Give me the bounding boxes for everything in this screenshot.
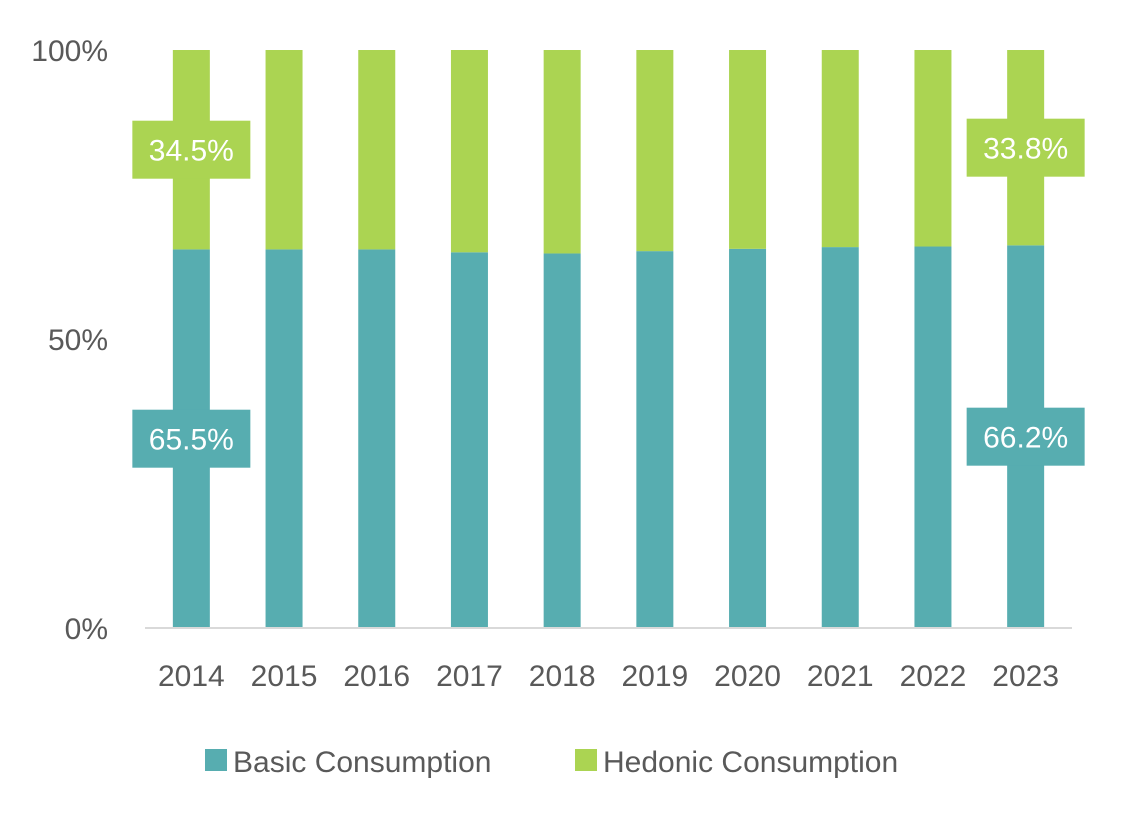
data-label: 33.8%: [983, 133, 1068, 166]
x-tick-label: 2019: [621, 660, 688, 693]
data-label: 34.5%: [149, 135, 234, 168]
x-tick-label: 2022: [900, 660, 967, 693]
data-label-box: [966, 407, 1085, 466]
bar-basic-2018: [543, 253, 581, 628]
data-label-box: [132, 120, 251, 179]
data-label: 65.5%: [149, 424, 234, 457]
y-tick-label: 50%: [48, 324, 108, 357]
bar-basic-2021: [821, 247, 859, 628]
bar-basic-2016: [358, 249, 396, 628]
bar-hedonic-2016: [358, 50, 396, 250]
bar-hedonic-2021: [821, 50, 859, 248]
legend: Basic Consumption Hedonic Consumption: [205, 746, 898, 779]
bar-basic-2020: [729, 248, 767, 628]
bar-hedonic-2018: [543, 50, 581, 254]
bar-hedonic-2020: [729, 50, 767, 249]
data-label-box: [966, 118, 1085, 177]
x-tick-label: 2017: [436, 660, 503, 693]
y-axis-ticks: 0% 50% 100%: [31, 35, 108, 646]
x-axis-ticks: 2014 2015 2016 2017 2018 2019 2020 2021 2022 2023: [158, 660, 1059, 693]
legend-label-hedonic: Hedonic Consumption: [603, 746, 898, 779]
data-labels: 65.5% 34.5% 66.2% 33.8%: [132, 118, 1085, 468]
bar-hedonic-2015: [265, 50, 303, 250]
bar-basic-2015: [265, 249, 303, 628]
bar-basic-2019: [636, 251, 674, 628]
bar-basic-2017: [450, 252, 488, 629]
y-tick-label: 0%: [65, 613, 108, 646]
bar-hedonic-2022: [914, 50, 952, 247]
legend-swatch-hedonic: [575, 749, 597, 771]
x-tick-label: 2014: [158, 660, 225, 693]
legend-swatch-basic: [205, 749, 227, 771]
legend-label-basic: Basic Consumption: [233, 746, 491, 779]
y-tick-label: 100%: [31, 35, 108, 68]
bars-group: [172, 50, 1045, 629]
x-tick-label: 2016: [343, 660, 410, 693]
data-label: 66.2%: [983, 422, 1068, 455]
bar-basic-2022: [914, 246, 952, 628]
x-tick-label: 2023: [992, 660, 1059, 693]
bar-hedonic-2019: [636, 50, 674, 252]
data-label-box: [132, 409, 251, 468]
x-tick-label: 2015: [251, 660, 318, 693]
x-tick-label: 2020: [714, 660, 781, 693]
x-tick-label: 2021: [807, 660, 874, 693]
x-tick-label: 2018: [529, 660, 596, 693]
bar-hedonic-2017: [450, 50, 488, 253]
